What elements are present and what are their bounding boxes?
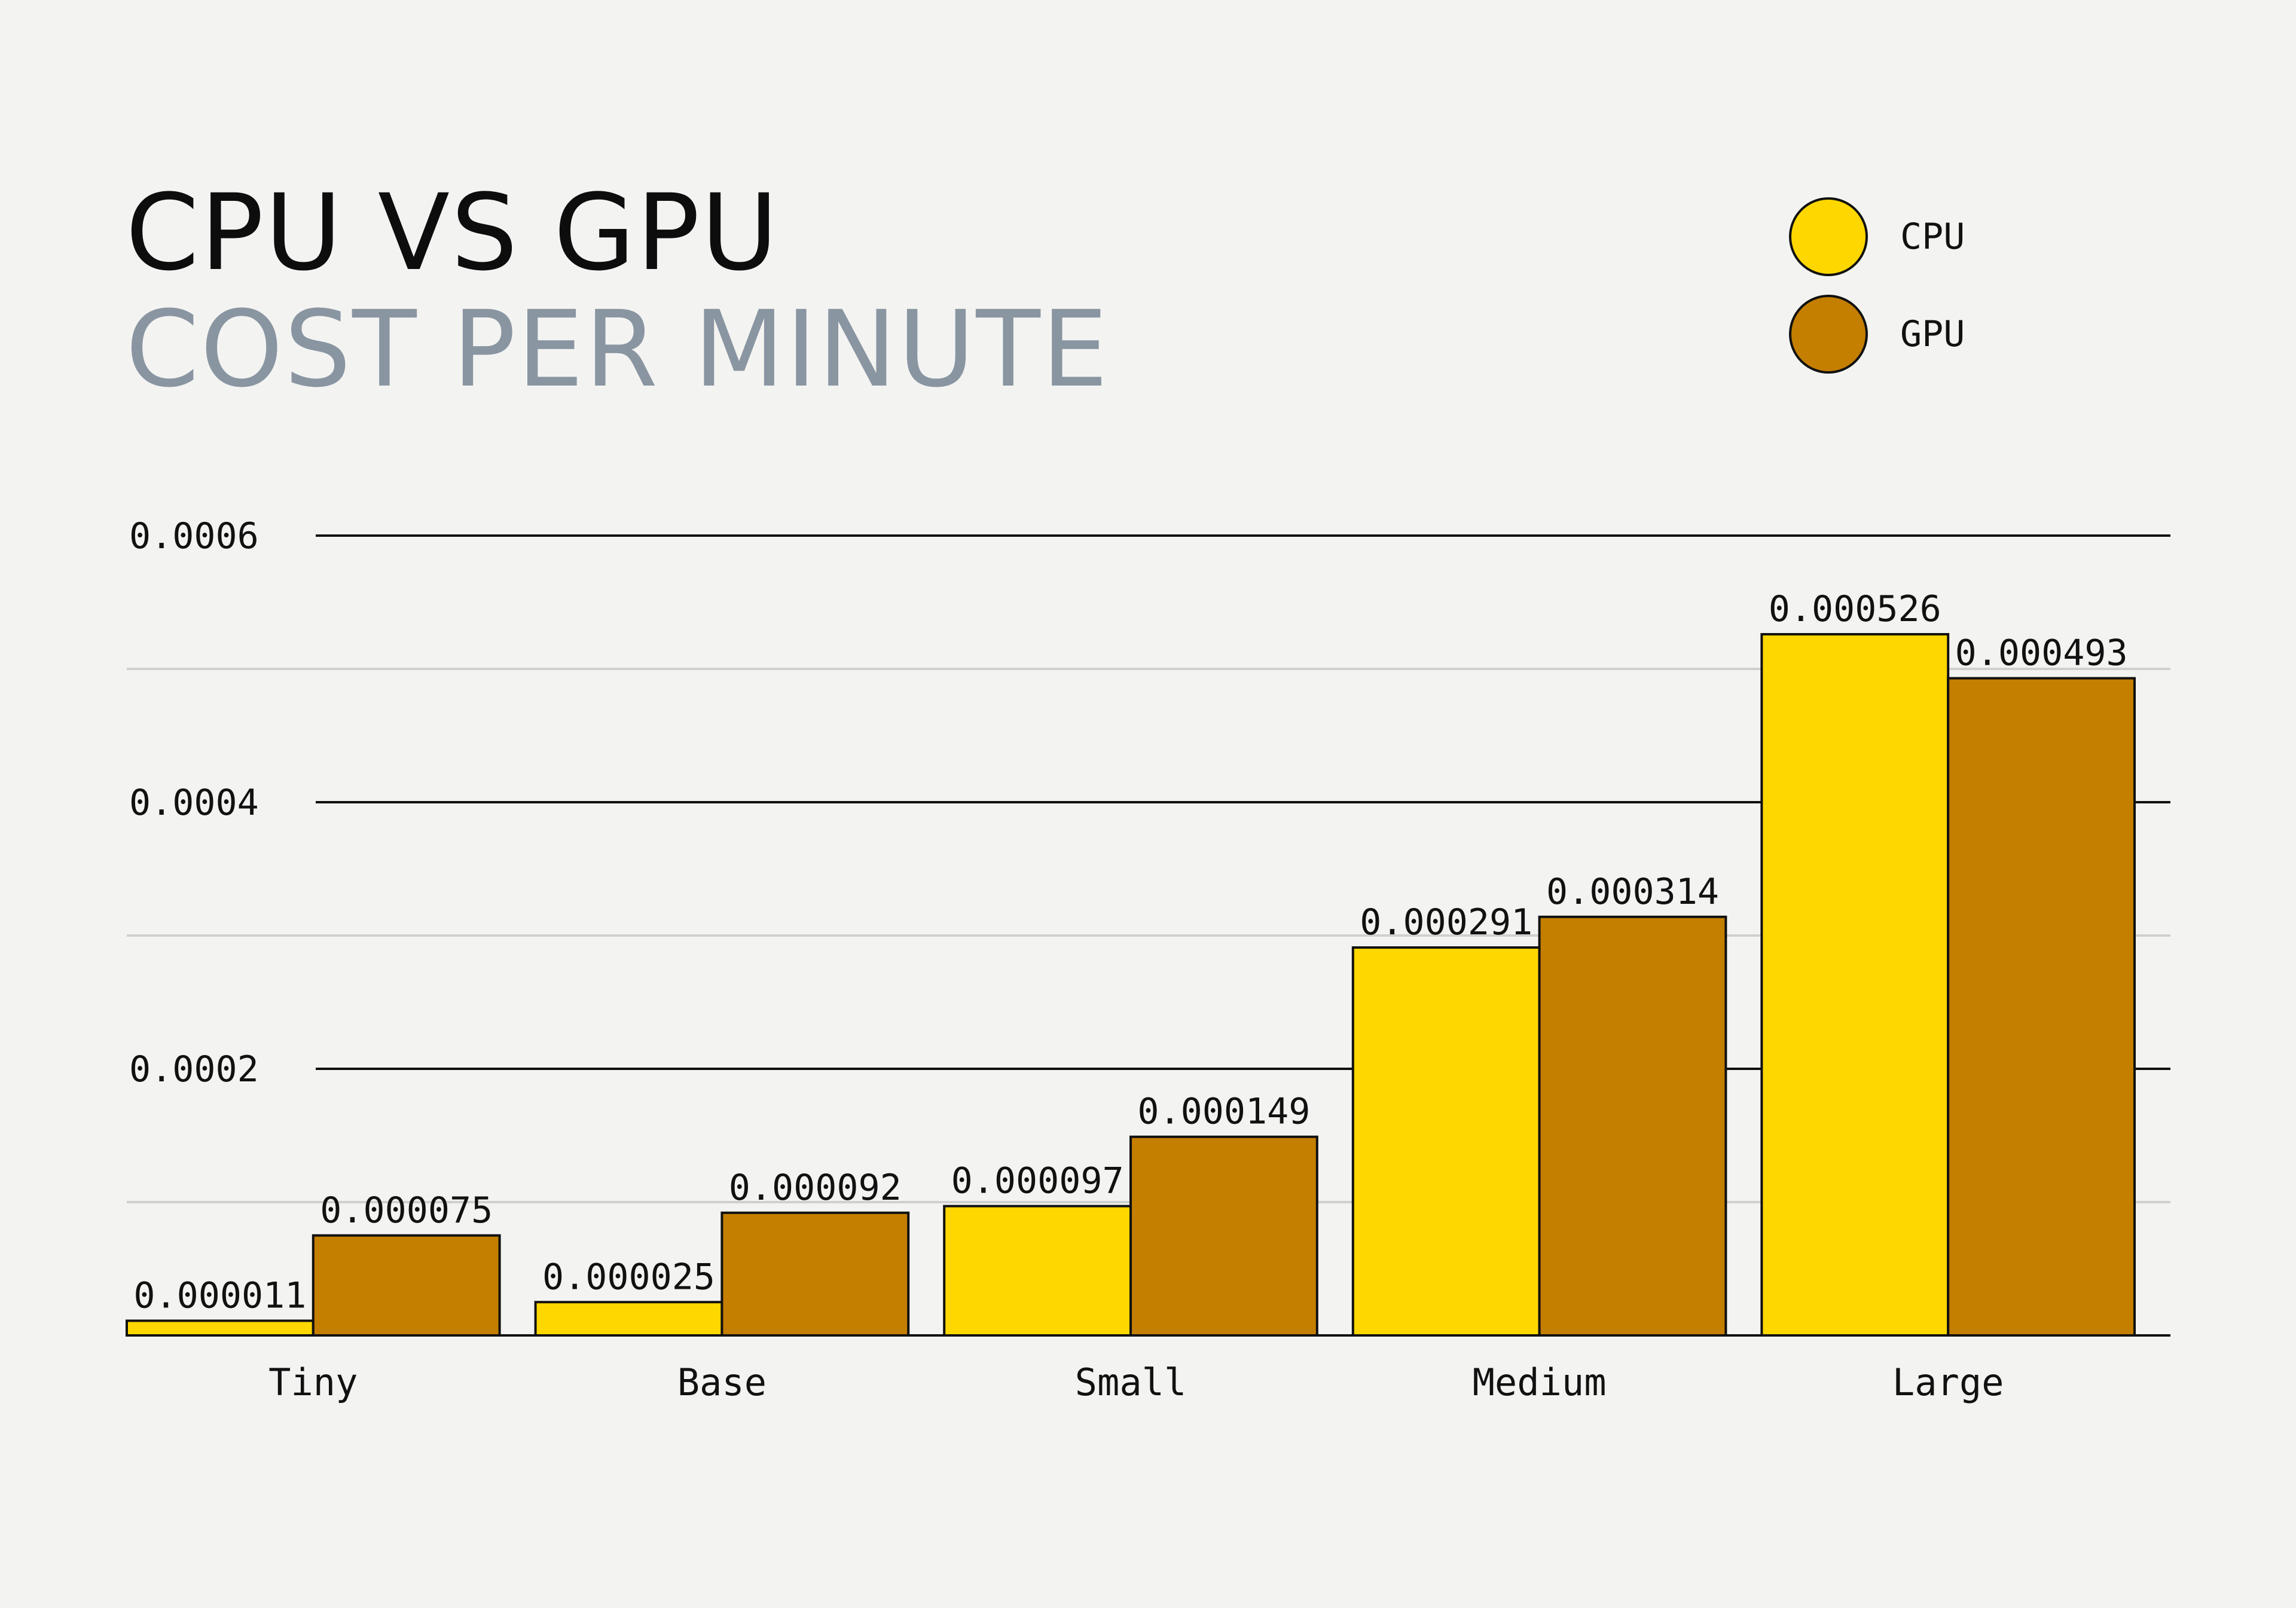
- x-category-label: Large: [1892, 1361, 2004, 1404]
- x-axis: Tiny Base Small Medium Large: [268, 1361, 2004, 1404]
- bar-gpu-small: [1129, 1135, 1318, 1337]
- x-category-label: Base: [677, 1361, 767, 1404]
- y-tick-label: 0.0006: [129, 515, 259, 557]
- value-label-cpu-tiny: 0.000011: [133, 1274, 306, 1316]
- y-tick-label: 0.0004: [129, 782, 259, 824]
- legend-label-cpu: CPU: [1900, 216, 1965, 258]
- chart-subtitle: COST PER MINUTE: [126, 288, 1109, 411]
- bar-gpu-base: [720, 1211, 910, 1337]
- value-label-gpu-small: 0.000149: [1137, 1091, 1310, 1133]
- value-label-cpu-small: 0.000097: [951, 1160, 1124, 1202]
- bar-gpu-tiny: [312, 1234, 501, 1337]
- value-labels: 0.000011 0.000075 0.000025 0.000092 0.000097…: [133, 588, 2127, 1316]
- value-label-gpu-large: 0.000493: [1955, 632, 2128, 674]
- bar-cpu-large: [1760, 633, 1950, 1337]
- value-label-cpu-large: 0.000526: [1769, 588, 1941, 630]
- value-label-gpu-medium: 0.000314: [1546, 871, 1719, 913]
- legend: CPU GPU: [1789, 197, 1965, 374]
- bar-cpu-medium: [1351, 946, 1541, 1337]
- chart-title: CPU VS GPU: [126, 172, 779, 294]
- x-category-label: Medium: [1473, 1361, 1607, 1404]
- bars: [126, 633, 2170, 1337]
- legend-swatch-cpu: [1789, 197, 1868, 276]
- legend-label-gpu: GPU: [1900, 313, 1965, 355]
- value-label-cpu-medium: 0.000291: [1360, 901, 1532, 943]
- x-category-label: Tiny: [268, 1361, 358, 1404]
- value-label-gpu-base: 0.000092: [729, 1167, 902, 1209]
- bar-cpu-base: [534, 1301, 723, 1337]
- value-label-gpu-tiny: 0.000075: [320, 1190, 493, 1231]
- value-label-cpu-base: 0.000025: [542, 1256, 715, 1298]
- bar-cpu-tiny: [126, 1319, 315, 1337]
- bar-gpu-large: [1947, 677, 2136, 1337]
- bar-cpu-small: [943, 1205, 1132, 1337]
- x-category-label: Small: [1075, 1361, 1187, 1404]
- legend-swatch-gpu: [1789, 295, 1868, 374]
- y-axis: 0.0002 0.0004 0.0006: [129, 515, 259, 1090]
- y-tick-label: 0.0002: [129, 1048, 259, 1090]
- bar-gpu-medium: [1538, 915, 1727, 1337]
